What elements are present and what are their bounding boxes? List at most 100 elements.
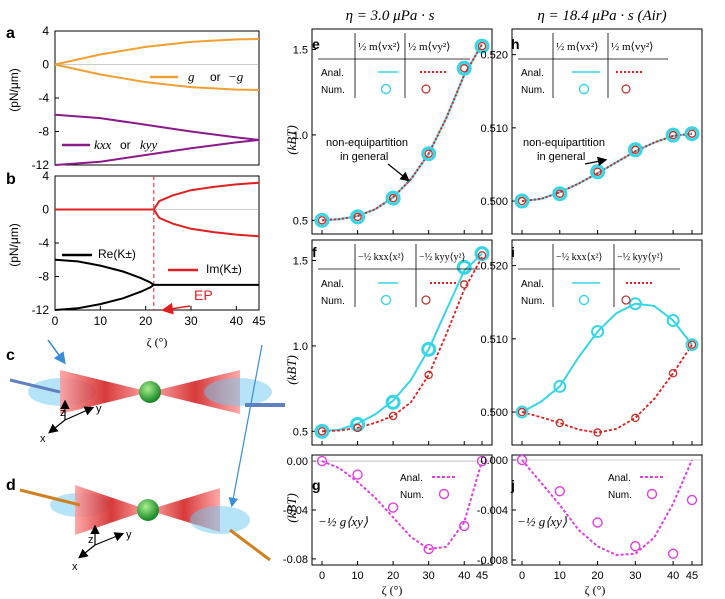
table-h-col2: ½ m⟨vy²⟩ bbox=[611, 41, 653, 53]
axis-z-c: z bbox=[60, 407, 66, 419]
plot-area-b: 40-4-8-120 10 20 30 40 45 bbox=[32, 169, 266, 328]
analytic-line bbox=[521, 459, 693, 557]
table-f-row2: Num. bbox=[321, 296, 345, 307]
x-tick-label: 40 bbox=[458, 570, 470, 582]
x-tick-label: 20 bbox=[139, 314, 153, 328]
data-point bbox=[317, 427, 327, 436]
data-point bbox=[387, 502, 399, 513]
data-point bbox=[630, 541, 641, 552]
annotation-h-line2: in general bbox=[537, 151, 585, 163]
table-h-row2: Num. bbox=[521, 85, 545, 96]
analytic-line bbox=[321, 256, 483, 433]
annotation-e-arrow bbox=[387, 163, 410, 182]
legend-label-kxx: kxx bbox=[94, 137, 112, 152]
x-tick-label: 30 bbox=[629, 570, 641, 582]
data-point bbox=[628, 297, 642, 311]
data-point bbox=[316, 455, 328, 467]
y-tick-label: 1.0 bbox=[293, 130, 308, 142]
series-line bbox=[54, 113, 260, 141]
x-tick-label: 10 bbox=[554, 570, 566, 582]
y-tick-label: 0.5 bbox=[293, 215, 308, 227]
y-tick-label: -0.008 bbox=[477, 555, 508, 567]
data-point bbox=[667, 548, 679, 559]
y-tick-label: 0.520 bbox=[480, 261, 508, 273]
analytic-line bbox=[321, 43, 483, 222]
table-h-col1: ½ m⟨vx²⟩ bbox=[556, 41, 598, 53]
data-point bbox=[552, 186, 568, 202]
y-tick-label: 0.500 bbox=[480, 196, 508, 208]
y-tick-label: -4 bbox=[38, 236, 49, 250]
table-e-col1: ½ m⟨vx²⟩ bbox=[358, 41, 400, 53]
y-tick-label: -0.08 bbox=[283, 554, 308, 566]
y-tick-label: 1.5 bbox=[293, 256, 308, 268]
data-point bbox=[517, 407, 527, 417]
data-point bbox=[686, 494, 698, 506]
legend-label-g: g bbox=[188, 69, 195, 84]
ylabel-a: (pN/μm) bbox=[7, 68, 21, 112]
y-tick-label: 0.00 bbox=[287, 456, 308, 468]
data-point bbox=[516, 454, 528, 466]
data-point bbox=[476, 455, 488, 467]
data-point bbox=[687, 340, 697, 349]
legend-label-minus-g: −g bbox=[228, 69, 244, 84]
x-tick-label: 10 bbox=[351, 570, 363, 582]
data-point bbox=[687, 129, 697, 138]
data-point bbox=[385, 394, 401, 410]
data-point bbox=[514, 193, 530, 209]
y-tick-label: -0.004 bbox=[477, 505, 508, 517]
plot-frame bbox=[311, 454, 493, 566]
table-i-col1: −½ kxx⟨x²⟩ bbox=[556, 252, 603, 263]
data-point bbox=[593, 428, 602, 437]
data-point bbox=[424, 149, 433, 158]
legend-label-im: Im(K±) bbox=[206, 262, 242, 276]
data-point bbox=[424, 370, 433, 380]
data-point bbox=[555, 189, 565, 198]
y-tick-label: 0 bbox=[42, 58, 49, 72]
data-point bbox=[317, 216, 327, 225]
data-point bbox=[668, 368, 678, 378]
table-i bbox=[518, 244, 680, 307]
plot-area-g: 0.00 -0.04 -0.08 0 10 20 30 40 45 bbox=[283, 454, 493, 582]
table-e bbox=[318, 33, 470, 98]
data-point bbox=[388, 411, 398, 421]
table-e-col2: ½ m⟨vy²⟩ bbox=[408, 41, 450, 53]
y-tick-label: 0.510 bbox=[480, 334, 508, 346]
annotation-h-arrow bbox=[584, 156, 608, 167]
x-tick-label: 45 bbox=[686, 570, 698, 582]
data-point bbox=[666, 314, 680, 328]
data-point bbox=[477, 251, 487, 260]
plot-area-a: 4 0 -4 -8 -12 bbox=[32, 24, 260, 172]
x-tick-label: 10 bbox=[94, 314, 108, 328]
legend-label-re: Re(K±) bbox=[98, 247, 136, 261]
data-point bbox=[421, 341, 437, 357]
legend-g bbox=[432, 476, 456, 500]
legend-j-anal: Anal. bbox=[608, 473, 631, 484]
series-line bbox=[54, 258, 155, 286]
axis-y-c: y bbox=[96, 403, 102, 415]
data-point bbox=[459, 520, 470, 532]
data-point bbox=[477, 41, 487, 51]
y-tick-label: 0.000 bbox=[480, 455, 508, 467]
plot-frame-b bbox=[54, 175, 260, 311]
data-point bbox=[591, 325, 605, 339]
x-tick-label: 40 bbox=[667, 570, 679, 582]
analytic-line bbox=[521, 344, 693, 434]
data-point bbox=[474, 246, 490, 262]
y-tick-label: -8 bbox=[38, 125, 49, 139]
data-point bbox=[353, 423, 362, 433]
data-point bbox=[456, 60, 472, 76]
plot-area-j: 0.000 -0.004 -0.008 0 10 20 30 40 45 bbox=[477, 454, 703, 582]
data-point bbox=[515, 405, 529, 419]
ylabel-g: (kBT) bbox=[284, 493, 299, 523]
data-point bbox=[627, 142, 643, 158]
data-point bbox=[517, 196, 527, 206]
data-point bbox=[388, 193, 398, 203]
data-point bbox=[685, 338, 699, 352]
table-i-col2: −½ kyy⟨y²⟩ bbox=[617, 252, 664, 263]
table-f bbox=[318, 244, 480, 307]
y-tick-label: 0.500 bbox=[480, 407, 508, 419]
table-f-col2: −½ kyy⟨y²⟩ bbox=[419, 252, 466, 263]
data-point bbox=[553, 379, 567, 393]
table-f-row1: Anal. bbox=[321, 279, 344, 290]
